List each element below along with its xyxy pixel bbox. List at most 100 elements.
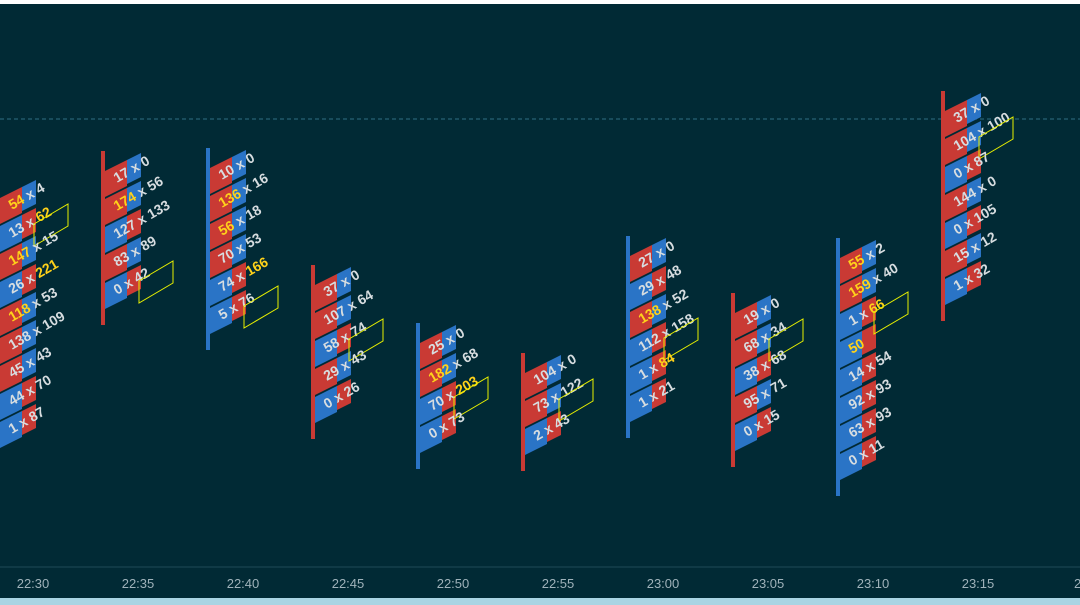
footprint-cell: 1 x 87 [6, 403, 48, 436]
footprint-cell: 0 x 73 [426, 408, 468, 441]
footprint-bar [337, 379, 351, 410]
footprint-bar [945, 212, 967, 249]
footprint-bar [652, 322, 666, 353]
candle-wick [521, 353, 525, 471]
footprint-bar [862, 268, 876, 299]
footprint-bar [232, 234, 246, 265]
footprint-bar [652, 266, 666, 297]
footprint-bar [945, 184, 967, 221]
footprint-bar [525, 362, 547, 399]
imbalance-box [243, 285, 279, 329]
footprint-bar [840, 387, 862, 424]
footprint-bar [442, 381, 456, 412]
footprint-bar [630, 329, 652, 366]
footprint-bar [967, 205, 981, 236]
footprint-bar [630, 385, 652, 422]
footprint-bar [337, 267, 351, 298]
footprint-bar [442, 409, 456, 440]
footprint-bar [22, 320, 36, 351]
footprint-bar [127, 237, 141, 268]
footprint-bar [840, 443, 862, 480]
candle-wick [101, 151, 105, 325]
footprint-bar [862, 408, 876, 439]
x-tick-label: 23:00 [647, 576, 680, 591]
imbalance-box [663, 317, 699, 361]
footprint-cell: 127 x 133 [111, 196, 173, 241]
footprint-bar [210, 241, 232, 278]
candle-wick [626, 236, 630, 438]
footprint-bar [757, 351, 771, 382]
footprint-bar [22, 264, 36, 295]
footprint-bar [945, 268, 967, 305]
candle-wick [731, 293, 735, 467]
x-tick-label: 22:55 [542, 576, 575, 591]
footprint-bar [232, 178, 246, 209]
footprint-bar [630, 273, 652, 310]
footprint-bar [315, 386, 337, 423]
footprint-bar [232, 206, 246, 237]
x-tick-label: 23:10 [857, 576, 890, 591]
footprint-bar [945, 100, 967, 137]
footprint-bar [210, 269, 232, 306]
footprint-bar [210, 157, 232, 194]
footprint-cell: 1 x 21 [636, 377, 678, 410]
footprint-cell: 0 x 26 [321, 378, 363, 411]
footprint-cell: 136 x 16 [216, 169, 271, 210]
footprint-bar [232, 150, 246, 181]
footprint-bar [442, 353, 456, 384]
footprint-cell: 38 x 68 [741, 346, 790, 383]
footprint-cell: 1 x 66 [846, 295, 888, 328]
x-tick-label: 23:15 [962, 576, 995, 591]
imbalance-box [138, 260, 174, 304]
footprint-bar [547, 383, 561, 414]
imbalance-box [33, 203, 69, 247]
footprint-bar [315, 358, 337, 395]
footprint-bar [210, 185, 232, 222]
footprint-cell: 29 x 48 [636, 261, 685, 298]
footprint-bar [127, 181, 141, 212]
footprint-bar [315, 302, 337, 339]
footprint-bar [862, 296, 876, 327]
footprint-bar [862, 240, 876, 271]
imbalance-box [978, 116, 1014, 160]
footprint-bar [22, 180, 36, 211]
footprint-bar [420, 360, 442, 397]
footprint-bar [525, 418, 547, 455]
x-tick-label: 22:30 [17, 576, 50, 591]
footprint-bar [420, 416, 442, 453]
footprint-bar [105, 272, 127, 309]
footprint-bar [420, 388, 442, 425]
footprint-bar [442, 325, 456, 356]
footprint-bar [757, 295, 771, 326]
footprint-bar [652, 238, 666, 269]
footprint-bar [337, 295, 351, 326]
footprint-bar [735, 414, 757, 451]
footprint-bar [0, 383, 22, 420]
footprint-bar [862, 324, 876, 355]
footprint-bar [127, 209, 141, 240]
footprint-bar [337, 351, 351, 382]
footprint-bar [862, 380, 876, 411]
imbalance-box [768, 318, 804, 362]
footprint-bar [22, 208, 36, 239]
footprint-bar [0, 299, 22, 336]
footprint-chart[interactable]: 54 x 4 13 x 62 147 x 15 26 x 221 118 x 53 138… [0, 4, 1080, 598]
footprint-cell: 2 x 43 [531, 410, 573, 443]
x-tick-label: 22:50 [437, 576, 470, 591]
footprint-bar [652, 378, 666, 409]
footprint-bar [0, 243, 22, 280]
horizontal-scrollbar[interactable] [0, 598, 1080, 605]
footprint-bar [735, 386, 757, 423]
